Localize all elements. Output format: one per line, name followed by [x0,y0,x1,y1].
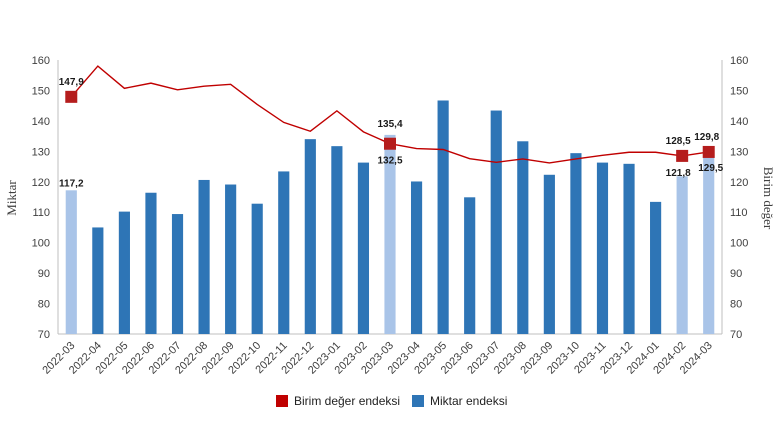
y-tick-label-left: 130 [32,146,50,158]
line-marker [384,137,396,150]
bar [357,162,370,334]
y-tick-label-left: 160 [32,55,50,67]
data-labels: 117,2 135,4 121,8 129,5 147,9 132,5 128,5 129,8 [59,77,724,189]
line-value-label: 132,5 [377,156,402,167]
bar [225,184,237,334]
y-tick-label-right: 150 [730,85,748,97]
y-tick-label-right: 80 [730,299,742,311]
bar-series [65,100,715,334]
line-marker [676,149,689,162]
bar [596,162,609,334]
bar [543,174,555,334]
bar [437,100,449,334]
bar [251,203,263,334]
y-tick-label-left: 140 [32,116,50,128]
bar [278,171,290,334]
y-tick-label-right: 110 [730,207,748,219]
bar [676,176,688,334]
y-tick-label-left: 110 [32,207,50,219]
y-tick-label-left: 150 [32,85,50,97]
bar [331,146,343,334]
y-tick-label-left: 80 [38,299,50,311]
bar-value-label: 121,8 [666,168,691,179]
y-tick-label-right: 130 [730,146,748,158]
bar [145,192,157,334]
bar [171,214,184,334]
line-value-label: 128,5 [666,136,691,147]
y-tick-label-right: 160 [730,55,748,67]
bar [304,139,316,334]
bar-value-label: 117,2 [59,178,84,189]
bar [198,179,210,334]
y-tick-label-left: 100 [32,238,50,250]
bar [65,190,77,334]
y-tick-label-left: 90 [38,268,50,280]
bar [650,201,662,334]
y-tick-label-left: 70 [38,329,50,341]
y-axis-title-left: Miktar [4,180,19,216]
line-series [65,65,715,164]
bar [92,227,104,334]
bar [517,141,529,334]
bar-value-label: 129,5 [698,163,723,174]
bar [384,134,396,334]
y-tick-label-right: 90 [730,268,742,280]
y-tick-label-right: 70 [730,329,742,341]
bar-value-label: 135,4 [377,119,402,130]
line-value-label: 147,9 [59,77,84,88]
y-tick-label-right: 140 [730,116,748,128]
y-tick-label-right: 120 [730,177,748,189]
line-value-label: 129,8 [694,132,719,143]
line-marker [65,90,78,103]
y-tick-label-left: 120 [32,177,50,189]
legend-label-quantity: Miktar endeksi [430,394,507,408]
bar [623,163,635,334]
bar [570,153,582,334]
legend-swatch-unit-value [276,395,288,407]
legend-label-unit-value: Birim değer endeksi [294,394,400,408]
bar [464,197,476,334]
line-marker [702,145,715,158]
bar [410,181,423,334]
bar [490,110,502,334]
bar [703,152,715,334]
legend: Birim değer endeksi Miktar endeksi [276,394,507,408]
y-axis-title-right: Birim değer [761,167,776,230]
y-tick-label-right: 100 [730,238,748,250]
bar [118,211,130,334]
legend-swatch-quantity [412,395,424,407]
